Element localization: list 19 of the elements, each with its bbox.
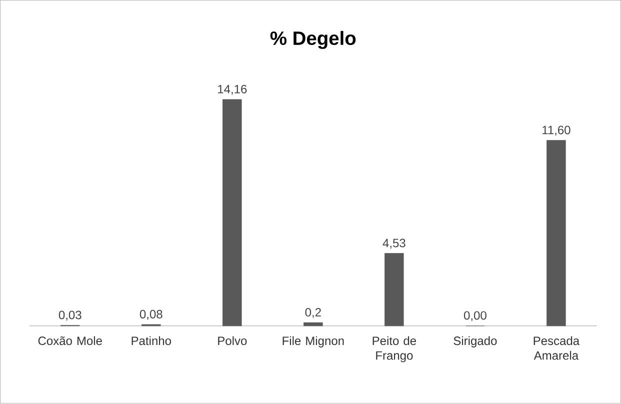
x-tick-label: Sirigado (454, 336, 497, 348)
x-tick-label: Pescada Amarela (534, 336, 580, 360)
data-label: 4,53 (382, 239, 406, 249)
data-label: 0,08 (140, 310, 162, 320)
x-tick-label: Peito de Frango (372, 336, 416, 362)
x-tick-label: Polvo (218, 336, 247, 346)
chart-title: % Degelo (270, 31, 356, 50)
data-label: 14,16 (218, 85, 247, 96)
data-label: 0,00 (464, 311, 486, 322)
x-tick-label: Patinho (132, 336, 171, 346)
x-tick-label: File Mignon (282, 336, 344, 348)
x-tick-label: Coxão Mole (38, 336, 102, 346)
bar (304, 322, 323, 326)
bar (222, 99, 242, 326)
bar (384, 253, 404, 326)
data-label: 0,03 (58, 310, 82, 321)
bar (546, 140, 566, 326)
data-label: 11,60 (542, 126, 570, 136)
data-label: 0,2 (305, 308, 321, 318)
